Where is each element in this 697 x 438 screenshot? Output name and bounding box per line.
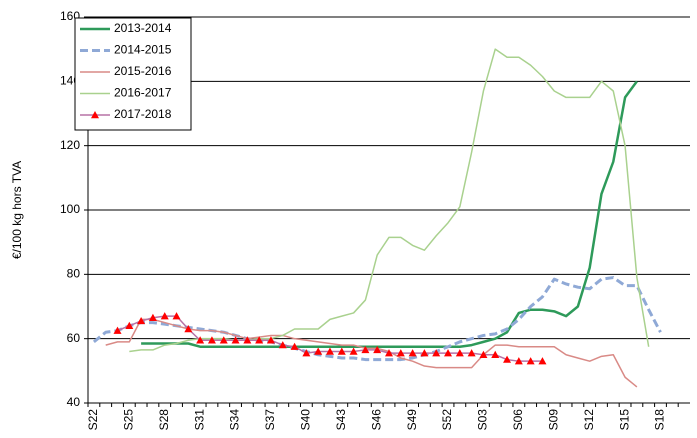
series-marker bbox=[361, 345, 370, 354]
x-tick-label: S40 bbox=[299, 409, 313, 431]
y-tick-label: 100 bbox=[60, 202, 80, 216]
x-tick-label: S25 bbox=[121, 409, 135, 431]
y-tick-label: 80 bbox=[67, 267, 81, 281]
series-marker bbox=[196, 336, 205, 344]
x-tick-label: S12 bbox=[582, 409, 596, 431]
x-tick-label: S15 bbox=[617, 409, 631, 431]
series-marker bbox=[337, 347, 346, 355]
legend-label: 2015-2016 bbox=[114, 64, 172, 78]
series-marker bbox=[125, 321, 134, 329]
series-line bbox=[141, 80, 638, 348]
series-marker bbox=[349, 347, 358, 355]
series-marker bbox=[467, 349, 476, 357]
series-marker bbox=[137, 316, 146, 325]
x-tick-label: S06 bbox=[511, 409, 525, 431]
series-marker bbox=[503, 355, 512, 363]
y-axis-label: €/100 kg hors TVA bbox=[10, 161, 24, 259]
series-marker bbox=[243, 336, 252, 344]
x-tick-label: S52 bbox=[440, 409, 454, 431]
x-tick-label: S31 bbox=[192, 409, 206, 431]
series-line bbox=[105, 318, 638, 388]
legend: 2013-2014 2014-2015 2015-2016 2016-2017 2017… bbox=[74, 17, 192, 131]
legend-label: 2016-2017 bbox=[114, 86, 172, 100]
y-tick-label: 120 bbox=[60, 138, 80, 152]
series-marker bbox=[219, 336, 228, 344]
series-marker bbox=[290, 342, 299, 350]
series-marker bbox=[314, 347, 323, 355]
series-marker bbox=[302, 349, 311, 357]
series-marker bbox=[184, 325, 193, 333]
series-marker bbox=[373, 345, 382, 354]
legend-box bbox=[74, 17, 192, 131]
series-marker bbox=[278, 341, 287, 349]
series-marker bbox=[148, 313, 157, 321]
y-tick-label: 60 bbox=[67, 331, 81, 345]
legend-label: 2013-2014 bbox=[114, 21, 172, 35]
x-tick-label: S03 bbox=[476, 409, 490, 431]
x-tick-label: S49 bbox=[405, 409, 419, 431]
series-marker bbox=[325, 347, 334, 355]
series-marker bbox=[172, 312, 181, 320]
y-tick-label: 40 bbox=[67, 395, 81, 409]
x-tick-label: S22 bbox=[86, 409, 100, 431]
series-marker bbox=[455, 349, 464, 357]
x-tick-label: S34 bbox=[228, 409, 242, 431]
series-marker bbox=[538, 357, 547, 365]
x-tick-label: S18 bbox=[653, 409, 667, 431]
series-marker bbox=[207, 336, 216, 344]
series-marker bbox=[396, 349, 405, 357]
series-marker bbox=[514, 357, 523, 365]
series-line bbox=[129, 48, 650, 353]
series-marker bbox=[526, 357, 535, 365]
series-marker bbox=[160, 312, 169, 320]
series-marker bbox=[231, 336, 240, 344]
legend-label: 2014-2015 bbox=[114, 43, 172, 57]
x-tick-label: S37 bbox=[263, 409, 277, 431]
series-marker bbox=[491, 350, 500, 358]
series-marker bbox=[266, 336, 275, 344]
legend-marker bbox=[91, 111, 99, 119]
series-marker bbox=[113, 326, 122, 334]
x-tick-label: S28 bbox=[157, 409, 171, 431]
series-marker bbox=[444, 349, 453, 357]
series-marker bbox=[408, 349, 417, 357]
x-tick-label: S46 bbox=[369, 409, 383, 431]
series-marker bbox=[432, 349, 441, 357]
series-marker bbox=[479, 350, 488, 358]
legend-label: 2017-2018 bbox=[114, 107, 172, 121]
series-marker bbox=[420, 349, 429, 357]
series-marker bbox=[385, 349, 393, 357]
x-tick-label: S09 bbox=[546, 409, 560, 431]
series-marker bbox=[255, 336, 264, 344]
x-tick-label: S43 bbox=[334, 409, 348, 431]
